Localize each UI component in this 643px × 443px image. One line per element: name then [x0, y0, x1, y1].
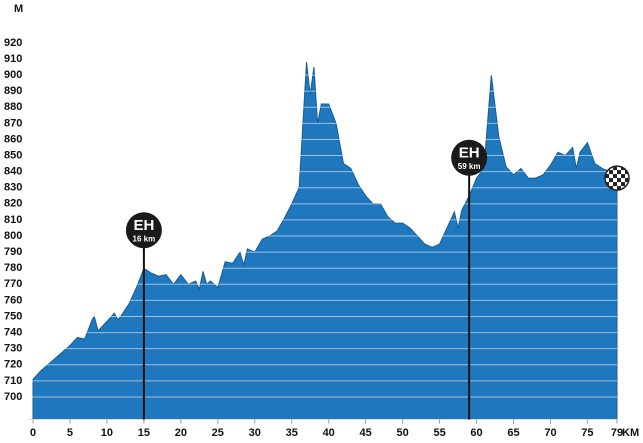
y-tick-label: 770: [4, 278, 22, 290]
y-tick-label: 910: [4, 53, 22, 65]
flag-square: [613, 182, 617, 187]
marker-sublabel: 59 km: [458, 162, 481, 171]
flag-square: [617, 186, 621, 191]
y-tick-label: 710: [4, 375, 22, 387]
x-tick-label: 30: [249, 427, 261, 439]
y-tick-label: 790: [4, 246, 22, 258]
x-tick-label: 40: [323, 427, 335, 439]
y-tick-label: 740: [4, 326, 22, 338]
x-tick-label: 55: [433, 427, 445, 439]
y-tick-label: 870: [4, 117, 22, 129]
flag-square: [605, 174, 609, 179]
marker-label: EH: [459, 145, 480, 162]
marker-badge: [125, 212, 162, 249]
x-tick-label: 75: [581, 427, 593, 439]
x-tick-label: 45: [360, 427, 372, 439]
x-tick-label: 0: [30, 427, 36, 439]
x-tick-label: 60: [470, 427, 482, 439]
x-tick-label: 20: [175, 427, 187, 439]
x-tick-label: 50: [396, 427, 408, 439]
flag-square: [621, 166, 625, 171]
x-tick-label: 35: [286, 427, 298, 439]
y-tick-label: 840: [4, 166, 22, 178]
flag-square: [621, 174, 625, 179]
y-tick-label: 900: [4, 69, 22, 81]
y-tick-label: 780: [4, 262, 22, 274]
y-tick-label: 700: [4, 391, 22, 403]
flag-square: [617, 170, 621, 175]
y-tick-label: 760: [4, 294, 22, 306]
marker-label: EH: [133, 217, 154, 234]
x-axis-label: KM: [622, 427, 639, 439]
x-tick-label: 15: [138, 427, 150, 439]
y-tick-label: 830: [4, 182, 22, 194]
y-tick-label: 750: [4, 310, 22, 322]
flag-square: [609, 186, 613, 191]
x-tick-label: 5: [67, 427, 73, 439]
y-tick-label: 880: [4, 101, 22, 113]
x-tick-label: 70: [544, 427, 556, 439]
flag-square: [621, 182, 625, 187]
flag-squares: [605, 166, 629, 191]
finish-flag: [604, 165, 630, 191]
flag-square: [625, 170, 629, 175]
flag-square: [625, 178, 629, 183]
y-tick-label: 800: [4, 230, 22, 242]
flag-square: [605, 182, 609, 187]
y-tick-label: 730: [4, 343, 22, 355]
y-tick-label: 720: [4, 359, 22, 371]
marker-sublabel: 16 km: [133, 234, 156, 243]
elevation-area: [32, 62, 618, 420]
y-tick-label: 860: [4, 133, 22, 145]
y-tick-label: 810: [4, 214, 22, 226]
y-axis-label: M: [14, 3, 23, 15]
y-tick-label: 850: [4, 149, 22, 161]
x-tick-label: 79: [611, 427, 623, 439]
y-tick-label: 820: [4, 198, 22, 210]
flag-square: [609, 170, 613, 175]
flag-square: [613, 174, 617, 179]
x-tick-label: 25: [212, 427, 224, 439]
marker-badge: [451, 139, 488, 176]
y-tick-label: 920: [4, 37, 22, 49]
x-tick-label: 65: [507, 427, 519, 439]
flag-square: [617, 178, 621, 183]
flag-square: [613, 166, 617, 171]
y-tick-label: 890: [4, 85, 22, 97]
x-tick-label: 10: [101, 427, 113, 439]
flag-square: [609, 178, 613, 183]
